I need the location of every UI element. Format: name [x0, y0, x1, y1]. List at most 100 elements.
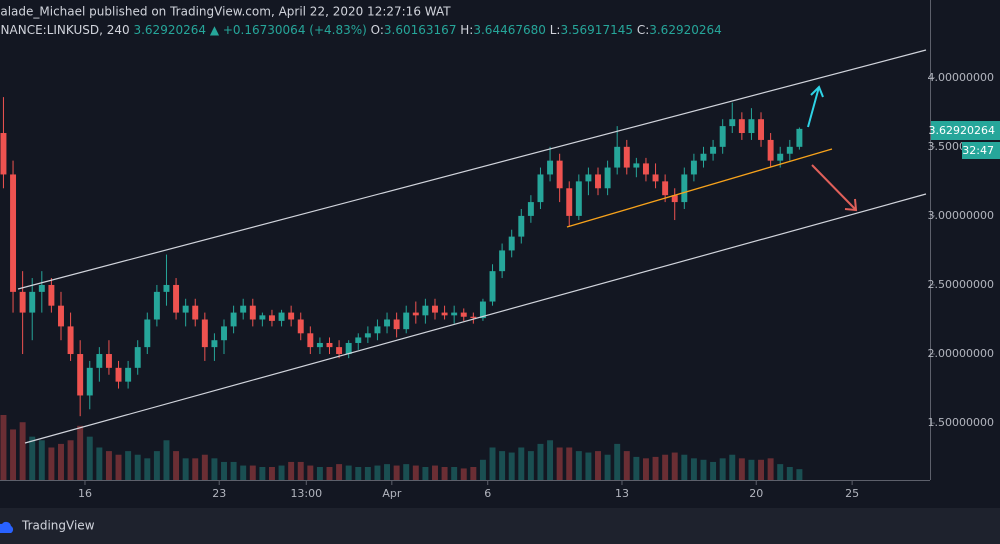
volume-bar — [518, 447, 525, 480]
candle-body — [10, 174, 17, 292]
candle-body — [182, 305, 189, 313]
candle-body — [585, 174, 592, 182]
volume-bar — [0, 415, 7, 480]
candle-body — [297, 319, 304, 334]
candle-body — [518, 215, 525, 237]
candle-body — [786, 146, 793, 154]
volume-bar — [221, 461, 227, 480]
volume-bar — [786, 467, 793, 480]
volume-layer — [0, 415, 803, 480]
channel-top — [17, 49, 927, 290]
candle-body — [230, 312, 237, 327]
candle-body — [48, 284, 55, 306]
y-tick-label: 4.00000000 — [928, 71, 994, 84]
candle-body — [451, 312, 458, 316]
candle-body — [748, 119, 755, 134]
candle-body — [460, 312, 467, 317]
candle-body — [432, 305, 438, 313]
ohlc-label: H: — [460, 23, 473, 37]
down-arrow — [811, 164, 858, 212]
candle-body — [278, 312, 285, 321]
volume-bar — [211, 458, 218, 480]
volume-bar — [758, 459, 765, 480]
candle-body — [393, 319, 400, 330]
volume-bar — [412, 465, 419, 480]
candle-body — [623, 146, 630, 168]
volume-bar — [690, 458, 697, 480]
candle-body — [681, 174, 688, 203]
candle-body — [777, 153, 784, 161]
volume-bar — [96, 447, 103, 480]
candle-body — [508, 236, 515, 251]
ohlc-label: O: — [371, 23, 384, 37]
candle-body — [345, 342, 352, 355]
volume-bar — [38, 440, 45, 480]
x-tick-label: 25 — [845, 487, 859, 500]
volume-bar — [441, 467, 448, 480]
candle-body — [441, 312, 448, 316]
volume-bar — [144, 458, 151, 480]
candle-body — [738, 119, 745, 134]
candle-body — [700, 153, 707, 161]
volume-bar — [192, 458, 199, 480]
arrow-shaft — [807, 86, 820, 128]
volume-bar — [527, 451, 534, 480]
volume-bar — [268, 467, 275, 480]
candle-body — [662, 181, 669, 196]
countdown: 32:47 — [962, 144, 994, 157]
candle-body — [575, 181, 582, 216]
candle-body — [29, 291, 36, 313]
volume-bar — [403, 464, 410, 480]
candle-body — [259, 315, 266, 320]
candle-body — [249, 305, 256, 320]
arrow-shaft — [811, 164, 857, 211]
candle-body — [125, 367, 132, 382]
arrow-head — [810, 85, 824, 98]
candle-body — [403, 312, 410, 330]
volume-bar — [556, 447, 563, 480]
volume-bar — [700, 459, 707, 480]
branding-bar — [0, 508, 1000, 544]
volume-bar — [249, 465, 256, 480]
volume-bar — [633, 456, 640, 480]
candle-body — [316, 342, 323, 348]
candle-body — [412, 312, 419, 316]
candle-body — [268, 315, 275, 321]
volume-bar — [508, 452, 515, 480]
candle-body — [633, 163, 640, 168]
volume-bar — [499, 451, 506, 480]
candle-body — [96, 354, 103, 368]
volume-bar — [384, 464, 391, 480]
volume-bar — [393, 465, 400, 480]
volume-bar — [796, 469, 803, 480]
volume-bar — [48, 447, 55, 480]
volume-bar — [134, 454, 141, 480]
candle-body — [0, 133, 7, 175]
candle-body — [364, 333, 371, 338]
candle-body — [479, 301, 486, 319]
price: 3.62920264 — [133, 23, 206, 37]
volume-bar — [67, 440, 74, 480]
candle-body — [796, 128, 803, 147]
x-tick-label: Apr — [382, 487, 402, 500]
volume-bar — [230, 461, 237, 480]
candle-body — [288, 312, 295, 320]
candle-body — [355, 337, 362, 343]
candle-body — [326, 342, 333, 348]
y-tick-label: 2.00000000 — [928, 347, 994, 360]
candle-body — [153, 291, 160, 320]
volume-bar — [575, 451, 582, 480]
logo — [0, 521, 14, 533]
volume-bar — [278, 465, 285, 480]
candle-body — [115, 367, 122, 382]
ohlc-value: 3.64467680 — [473, 23, 546, 37]
volume-bar — [566, 447, 573, 480]
volume-bar — [547, 440, 554, 480]
y-tick-label: 1.50000000 — [928, 416, 994, 429]
volume-bar — [364, 467, 371, 480]
x-tick-label: 13 — [615, 487, 629, 500]
volume-bar — [374, 465, 381, 480]
volume-bar — [182, 458, 189, 480]
candle-body — [134, 347, 141, 368]
volume-bar — [642, 458, 649, 480]
